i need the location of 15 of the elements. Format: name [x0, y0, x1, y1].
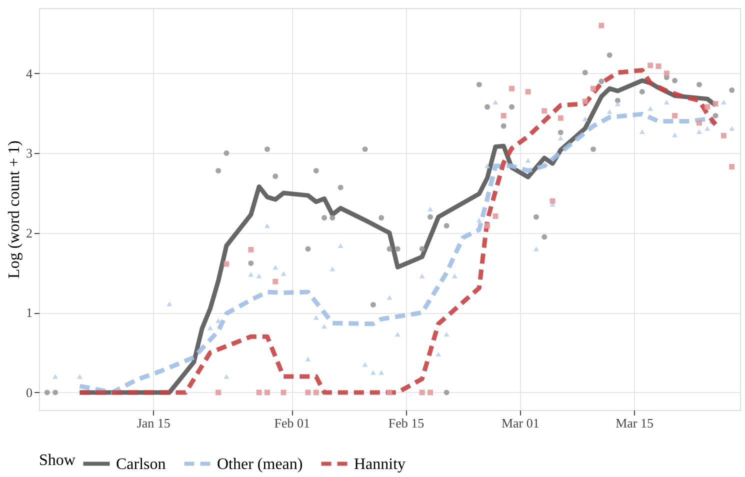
x-tick-label: Feb 01: [274, 416, 310, 430]
y-tick-label: 2: [26, 225, 32, 240]
legend-label: Other (mean): [217, 456, 303, 473]
y-tick-label: 0: [26, 384, 32, 400]
y-tick-label: 3: [26, 146, 32, 161]
legend-label: Carlson: [116, 456, 166, 473]
x-tick-label: Mar 15: [616, 416, 654, 430]
legend-label: Hannity: [354, 456, 406, 473]
x-tick-label: Feb 15: [388, 416, 424, 430]
y-axis-title: Log (word count + 1): [6, 140, 23, 278]
x-tick-label: Jan 15: [136, 416, 170, 430]
legend-title: Show: [39, 452, 76, 469]
x-tick-label: Mar 01: [501, 416, 540, 430]
y-tick-label: 1: [26, 305, 32, 320]
y-tick-label: 4: [26, 66, 33, 81]
